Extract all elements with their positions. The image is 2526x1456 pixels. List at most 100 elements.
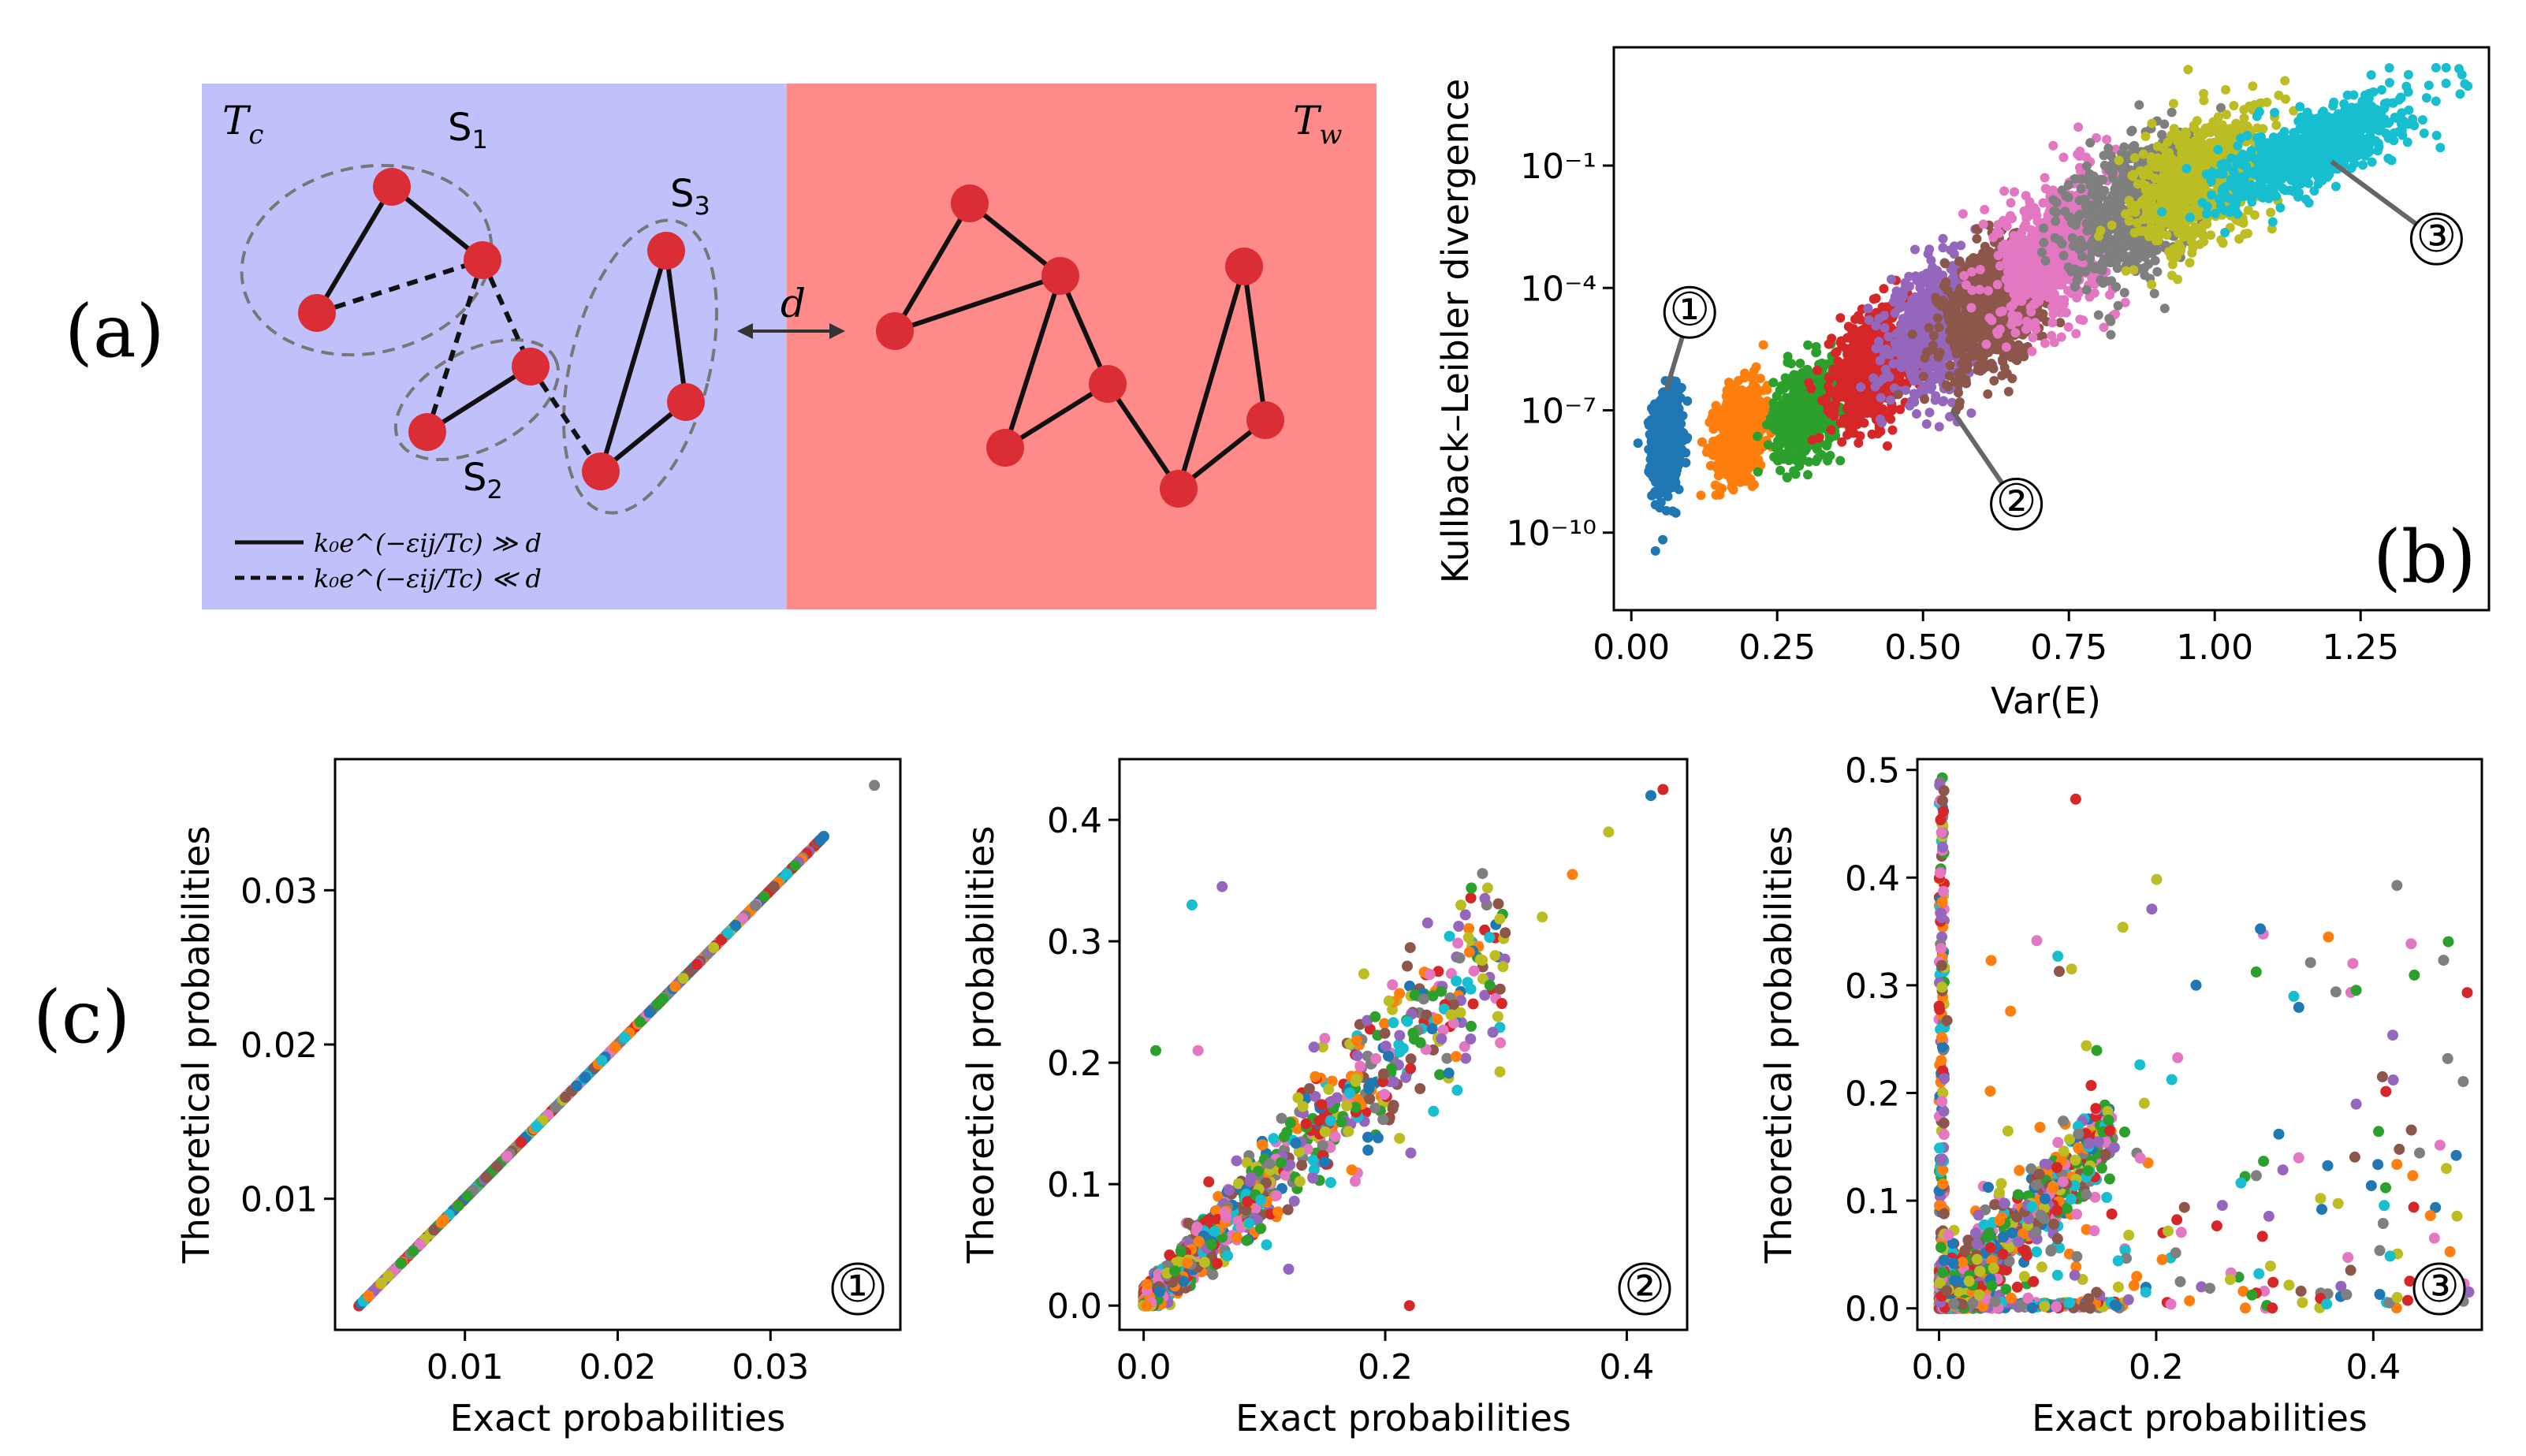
b-point	[1909, 376, 1919, 386]
b-point	[1954, 256, 1965, 266]
b-point	[1734, 411, 1745, 422]
edge	[1176, 266, 1246, 490]
b-point	[1854, 438, 1864, 448]
b-point	[1633, 438, 1643, 449]
b-point	[1907, 330, 1917, 340]
distance-arrow-head-right	[829, 323, 845, 339]
b-point	[1795, 359, 1805, 368]
b-point	[1921, 419, 1932, 429]
b-point	[1975, 331, 1985, 341]
b-point	[1888, 359, 1898, 369]
b-point	[1711, 400, 1721, 411]
b-point	[1864, 332, 1874, 342]
b-point	[1876, 393, 1886, 403]
b-point	[1907, 301, 1917, 311]
b-point	[2034, 284, 2044, 294]
b-point	[1835, 313, 1846, 323]
b-point	[1944, 371, 1954, 381]
b-point	[1813, 453, 1823, 464]
panel-label-c: (c)	[33, 975, 130, 1059]
b-point	[1973, 360, 1984, 371]
b-point	[1965, 255, 1976, 266]
b-point	[1780, 373, 1790, 383]
b-point	[1983, 389, 1993, 399]
b-point	[1678, 428, 1689, 438]
b-point	[2102, 135, 2112, 144]
b-point	[2074, 151, 2085, 161]
edge	[892, 202, 972, 333]
b-point	[1742, 430, 1753, 440]
b-point	[1940, 259, 1950, 269]
b-point	[1836, 359, 1846, 369]
b-point	[1954, 397, 1965, 407]
b-point	[1924, 322, 1934, 333]
b-point	[1942, 304, 1952, 315]
b-point	[1715, 490, 1725, 500]
b-point	[1883, 441, 1892, 451]
b-point	[2021, 290, 2031, 300]
b-point	[2017, 247, 2028, 257]
node	[1089, 365, 1127, 403]
node	[298, 294, 336, 332]
b-point	[1967, 333, 1976, 344]
b-point	[1740, 368, 1749, 378]
b-point	[2058, 297, 2069, 307]
b-point	[1894, 303, 1905, 313]
node	[512, 348, 550, 385]
b-point	[1846, 324, 1857, 334]
b-point	[2002, 250, 2012, 260]
b-point	[1915, 283, 1925, 293]
b-point	[1879, 311, 1889, 321]
b-point	[1713, 452, 1723, 463]
b-point	[2049, 281, 2059, 291]
b-point	[2009, 276, 2019, 286]
b-point	[2048, 140, 2058, 151]
b-point	[1647, 490, 1657, 501]
b-point	[1864, 315, 1874, 325]
b-point	[1656, 417, 1667, 427]
b-point	[1992, 280, 2003, 289]
b-point	[1696, 490, 1706, 501]
b-point	[2040, 255, 2051, 266]
b-point	[1823, 456, 1833, 466]
b-point	[1902, 359, 1913, 370]
node	[408, 413, 446, 451]
b-point	[1660, 405, 1671, 415]
b-point	[1954, 388, 1963, 398]
b-point	[1897, 337, 1906, 347]
b-point	[1983, 285, 1993, 296]
b-point	[1879, 284, 1889, 294]
edge	[598, 250, 669, 472]
b-point	[1727, 471, 1737, 482]
b-point	[1663, 431, 1673, 441]
b-point	[1984, 313, 1995, 323]
b-point	[1954, 286, 1964, 296]
b-point	[1979, 249, 1989, 259]
edge	[968, 201, 1062, 278]
b-point	[2003, 386, 2014, 397]
b-point	[1790, 469, 1801, 479]
b-point	[1803, 470, 1813, 480]
b-point	[1817, 396, 1827, 406]
b-point	[1930, 395, 1940, 405]
b-point	[1648, 439, 1658, 449]
b-point	[1822, 441, 1832, 451]
b-point	[1844, 416, 1854, 426]
b-point	[1860, 342, 1870, 352]
b-point	[1753, 431, 1763, 441]
b-point	[1890, 292, 1900, 302]
b-point	[1959, 270, 1969, 281]
b-point	[1791, 391, 1801, 401]
b-point	[1857, 400, 1867, 411]
node	[373, 168, 411, 206]
b-point	[1813, 365, 1823, 375]
b-point	[2010, 187, 2019, 197]
b-point	[1835, 456, 1846, 466]
b-point	[1992, 327, 2003, 337]
b-point	[1674, 415, 1684, 425]
b-point	[2007, 316, 2017, 326]
b-point	[1978, 219, 1988, 229]
b-point	[1836, 380, 1846, 390]
b-point	[1910, 244, 1920, 255]
b-point	[1876, 426, 1886, 437]
